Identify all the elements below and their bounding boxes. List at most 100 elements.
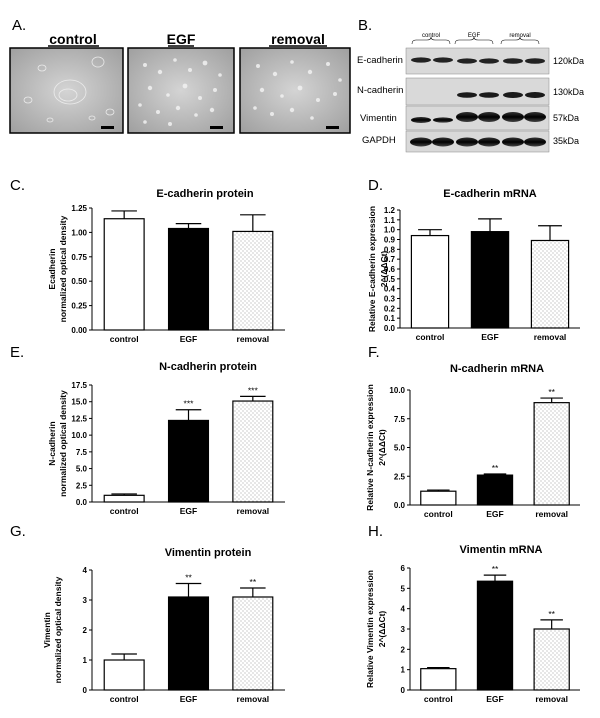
x-category-label: control <box>424 509 453 519</box>
blot-kda-label: 35kDa <box>553 136 579 146</box>
cell-texture <box>23 56 115 123</box>
blot-bands <box>411 57 545 64</box>
y-tick-label: 0 <box>401 686 406 695</box>
bar-egf <box>476 474 514 506</box>
bar-control <box>103 659 145 691</box>
y-tick-label: 1 <box>83 656 88 665</box>
chart-title: Vimentin protein <box>165 547 252 559</box>
chart-panel-d: D. E-cadherin mRNA Relative E-cadherin exp… <box>367 177 580 342</box>
significance-marker: *** <box>248 385 259 395</box>
y-tick-label: 1.1 <box>384 216 396 225</box>
y-tick-label: 0.00 <box>71 326 87 335</box>
lane-bracket <box>411 36 451 45</box>
y-tick-label: 5 <box>401 584 406 593</box>
bar-control <box>420 668 457 691</box>
panel-letter-c: C. <box>10 177 25 194</box>
blot-kda-label: 57kDa <box>553 113 579 123</box>
bar-removal <box>533 402 570 506</box>
lane-group-label-control: control <box>422 33 440 39</box>
panel-letter-e: E. <box>10 344 24 361</box>
bar-egf <box>470 231 510 329</box>
x-category-label: control <box>416 332 445 342</box>
y-tick-label: 0.0 <box>76 498 88 507</box>
scale-bar <box>210 126 223 129</box>
y-tick-label: 0.1 <box>384 314 396 323</box>
y-tick-label: 0.5 <box>384 275 396 284</box>
x-category-label: control <box>110 506 139 516</box>
y-axis-label: Ecadherin <box>47 248 57 289</box>
y-tick-label: 0.9 <box>384 236 396 245</box>
y-axis-label: 2^(ΔΔCt) <box>377 611 387 648</box>
y-tick-label: 7.5 <box>76 448 88 457</box>
panel-letter-b: B. <box>358 17 372 34</box>
panel-letter-g: G. <box>10 523 26 540</box>
bar-egf <box>167 419 210 503</box>
y-tick-label: 4 <box>83 566 88 575</box>
blot-kda-label: 130kDa <box>553 87 584 97</box>
y-tick-label: 0.8 <box>384 245 396 254</box>
y-axis-label: 2^(ΔΔCt) <box>377 429 387 466</box>
x-category-label: EGF <box>180 506 197 516</box>
blot-bands <box>410 137 546 147</box>
y-tick-label: 3 <box>83 596 88 605</box>
y-axis-label: Relative N-cadherin expression <box>365 384 375 511</box>
y-tick-label: 10.0 <box>389 386 405 395</box>
micrograph-removal: removal <box>239 31 351 134</box>
panel-letter-a: A. <box>12 17 26 34</box>
bar-removal <box>530 239 570 329</box>
y-tick-label: 2 <box>83 626 88 635</box>
y-tick-label: 4 <box>401 605 406 614</box>
significance-marker: ** <box>185 573 192 583</box>
x-category-label: removal <box>535 509 568 519</box>
chart-panel-c: C. E-cadherin protein Ecadherin normalized … <box>10 177 285 344</box>
x-category-label: removal <box>237 694 270 704</box>
bar-control <box>410 234 450 329</box>
chart-title: Vimentin mRNA <box>460 544 543 556</box>
x-category-label: EGF <box>486 694 503 704</box>
significance-marker: ** <box>250 577 257 587</box>
blot-protein-label: GAPDH <box>362 135 396 146</box>
y-axis-label: normalized optical density <box>58 390 68 497</box>
chart-title: E-cadherin protein <box>156 188 253 200</box>
blot-row-n-cadherin: N-cadherin 130kDa <box>357 77 584 106</box>
y-tick-label: 1.0 <box>384 226 396 235</box>
bar-control <box>103 218 145 331</box>
panel-a: A. control EGF <box>9 17 351 134</box>
micrograph-control: control <box>9 31 124 134</box>
micrograph-image <box>127 47 235 134</box>
blot-row-gapdh: GAPDH 35kDa <box>362 130 579 153</box>
blot-kda-label: 120kDa <box>553 56 584 66</box>
scale-bar <box>326 126 339 129</box>
y-tick-label: 5.0 <box>76 465 88 474</box>
y-tick-label: 12.5 <box>71 414 87 423</box>
y-tick-label: 2 <box>401 645 406 654</box>
y-tick-label: 0.50 <box>71 277 87 286</box>
x-category-label: removal <box>237 506 270 516</box>
significance-marker: ** <box>492 463 499 473</box>
blot-protein-label: Vimentin <box>360 113 397 124</box>
y-tick-label: 0.2 <box>384 304 396 313</box>
y-tick-label: 0.25 <box>71 302 87 311</box>
x-category-label: removal <box>237 334 270 344</box>
y-tick-label: 10.0 <box>71 431 87 440</box>
blot-row-vimentin: Vimentin 57kDa <box>360 105 579 131</box>
bar-egf <box>476 580 514 691</box>
lane-group-labels: control EGF removal <box>411 33 540 45</box>
y-axis-label: Vimentin <box>42 612 52 648</box>
micrograph-image <box>239 47 351 134</box>
lane-group-label-egf: EGF <box>468 33 481 39</box>
bar-egf <box>167 596 210 691</box>
y-tick-label: 6 <box>401 564 406 573</box>
chart-panel-f: F. N-cadherin mRNA Relative N-cadherin exp… <box>365 344 580 519</box>
micrograph-egf: EGF <box>127 31 235 134</box>
chart-title: N-cadherin protein <box>159 361 257 373</box>
bar-removal <box>232 230 274 331</box>
y-axis-label: Relative Vimentin expression <box>365 570 375 688</box>
blot-protein-label: E-cadherin <box>357 55 403 66</box>
x-category-label: removal <box>535 694 568 704</box>
chart-panel-g: G. Vimentin protein Vimentin normalized opt… <box>10 523 285 704</box>
x-category-label: EGF <box>180 334 197 344</box>
blot-protein-label: N-cadherin <box>357 85 403 96</box>
blot-row-e-cadherin: E-cadherin 120kDa <box>357 47 584 75</box>
